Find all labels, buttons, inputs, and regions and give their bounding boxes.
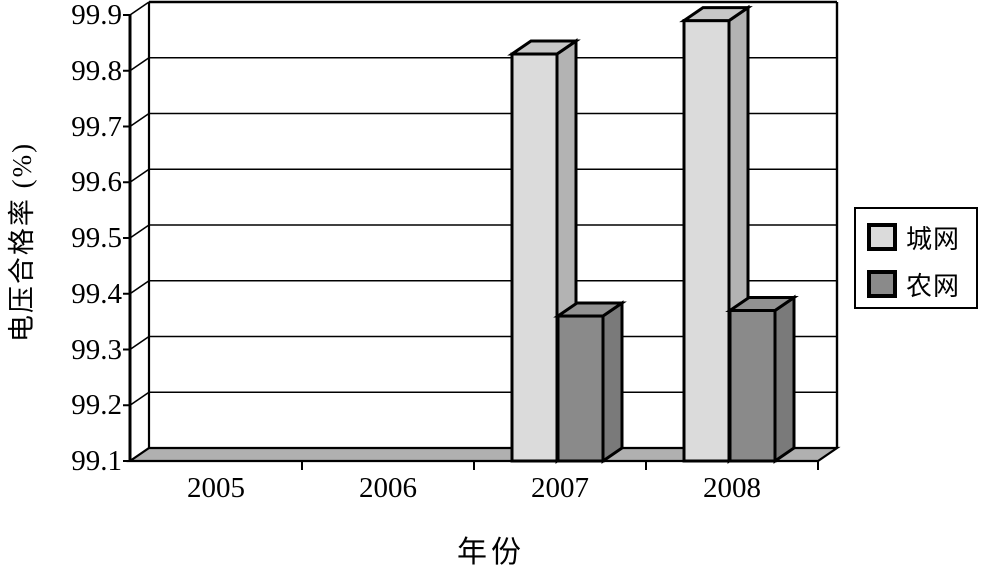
x-axis-label: 年份	[457, 536, 525, 565]
y-tick-label: 99.1	[71, 445, 122, 477]
y-tick-label: 99.8	[71, 54, 122, 87]
bar-top-城网-2007	[507, 39, 581, 56]
y-tick-label: 99.2	[71, 389, 122, 422]
bar-front-农网-2008	[728, 308, 777, 463]
legend-label-rural: 农网	[906, 271, 961, 301]
x-category-label: 2005	[187, 472, 245, 504]
y-tick-label: 99.3	[71, 333, 122, 366]
side-wall-depth-line	[129, 391, 150, 406]
bar-side-农网-2008	[773, 294, 796, 464]
bar-top-农网-2007	[553, 301, 627, 318]
legend-item-city: 城网	[867, 218, 976, 256]
legend-item-rural: 农网	[867, 265, 976, 303]
x-category-label: 2008	[703, 472, 761, 504]
bar-front-农网-2007	[556, 314, 605, 463]
y-tick-label: 99.5	[71, 222, 122, 254]
bar-front-城网-2008	[682, 19, 731, 463]
bar-top-城网-2008	[679, 6, 753, 23]
y-tick-label: 99.6	[71, 166, 122, 199]
bar-top-农网-2008	[725, 295, 799, 312]
x-category-label: 2006	[359, 472, 417, 504]
legend: 城网 农网	[854, 207, 978, 309]
legend-swatch-city	[867, 223, 897, 251]
x-category-label: 2007	[531, 472, 589, 504]
y-tick-label: 99.9	[71, 0, 122, 32]
bar-front-城网-2007	[510, 52, 559, 463]
side-wall-depth-line	[129, 280, 150, 295]
side-wall-depth-line	[129, 112, 150, 128]
side-wall-depth-line	[129, 224, 150, 239]
y-tick-label: 99.7	[71, 110, 122, 143]
y-tick-label: 99.4	[71, 277, 122, 310]
legend-swatch-rural	[867, 270, 897, 298]
legend-label-city: 城网	[906, 224, 961, 254]
side-wall-depth-line	[129, 335, 150, 351]
side-wall-depth-line	[129, 168, 150, 183]
bar-side-农网-2007	[601, 300, 624, 464]
side-wall-depth-line	[129, 1, 150, 16]
side-wall-depth-line	[129, 57, 150, 72]
